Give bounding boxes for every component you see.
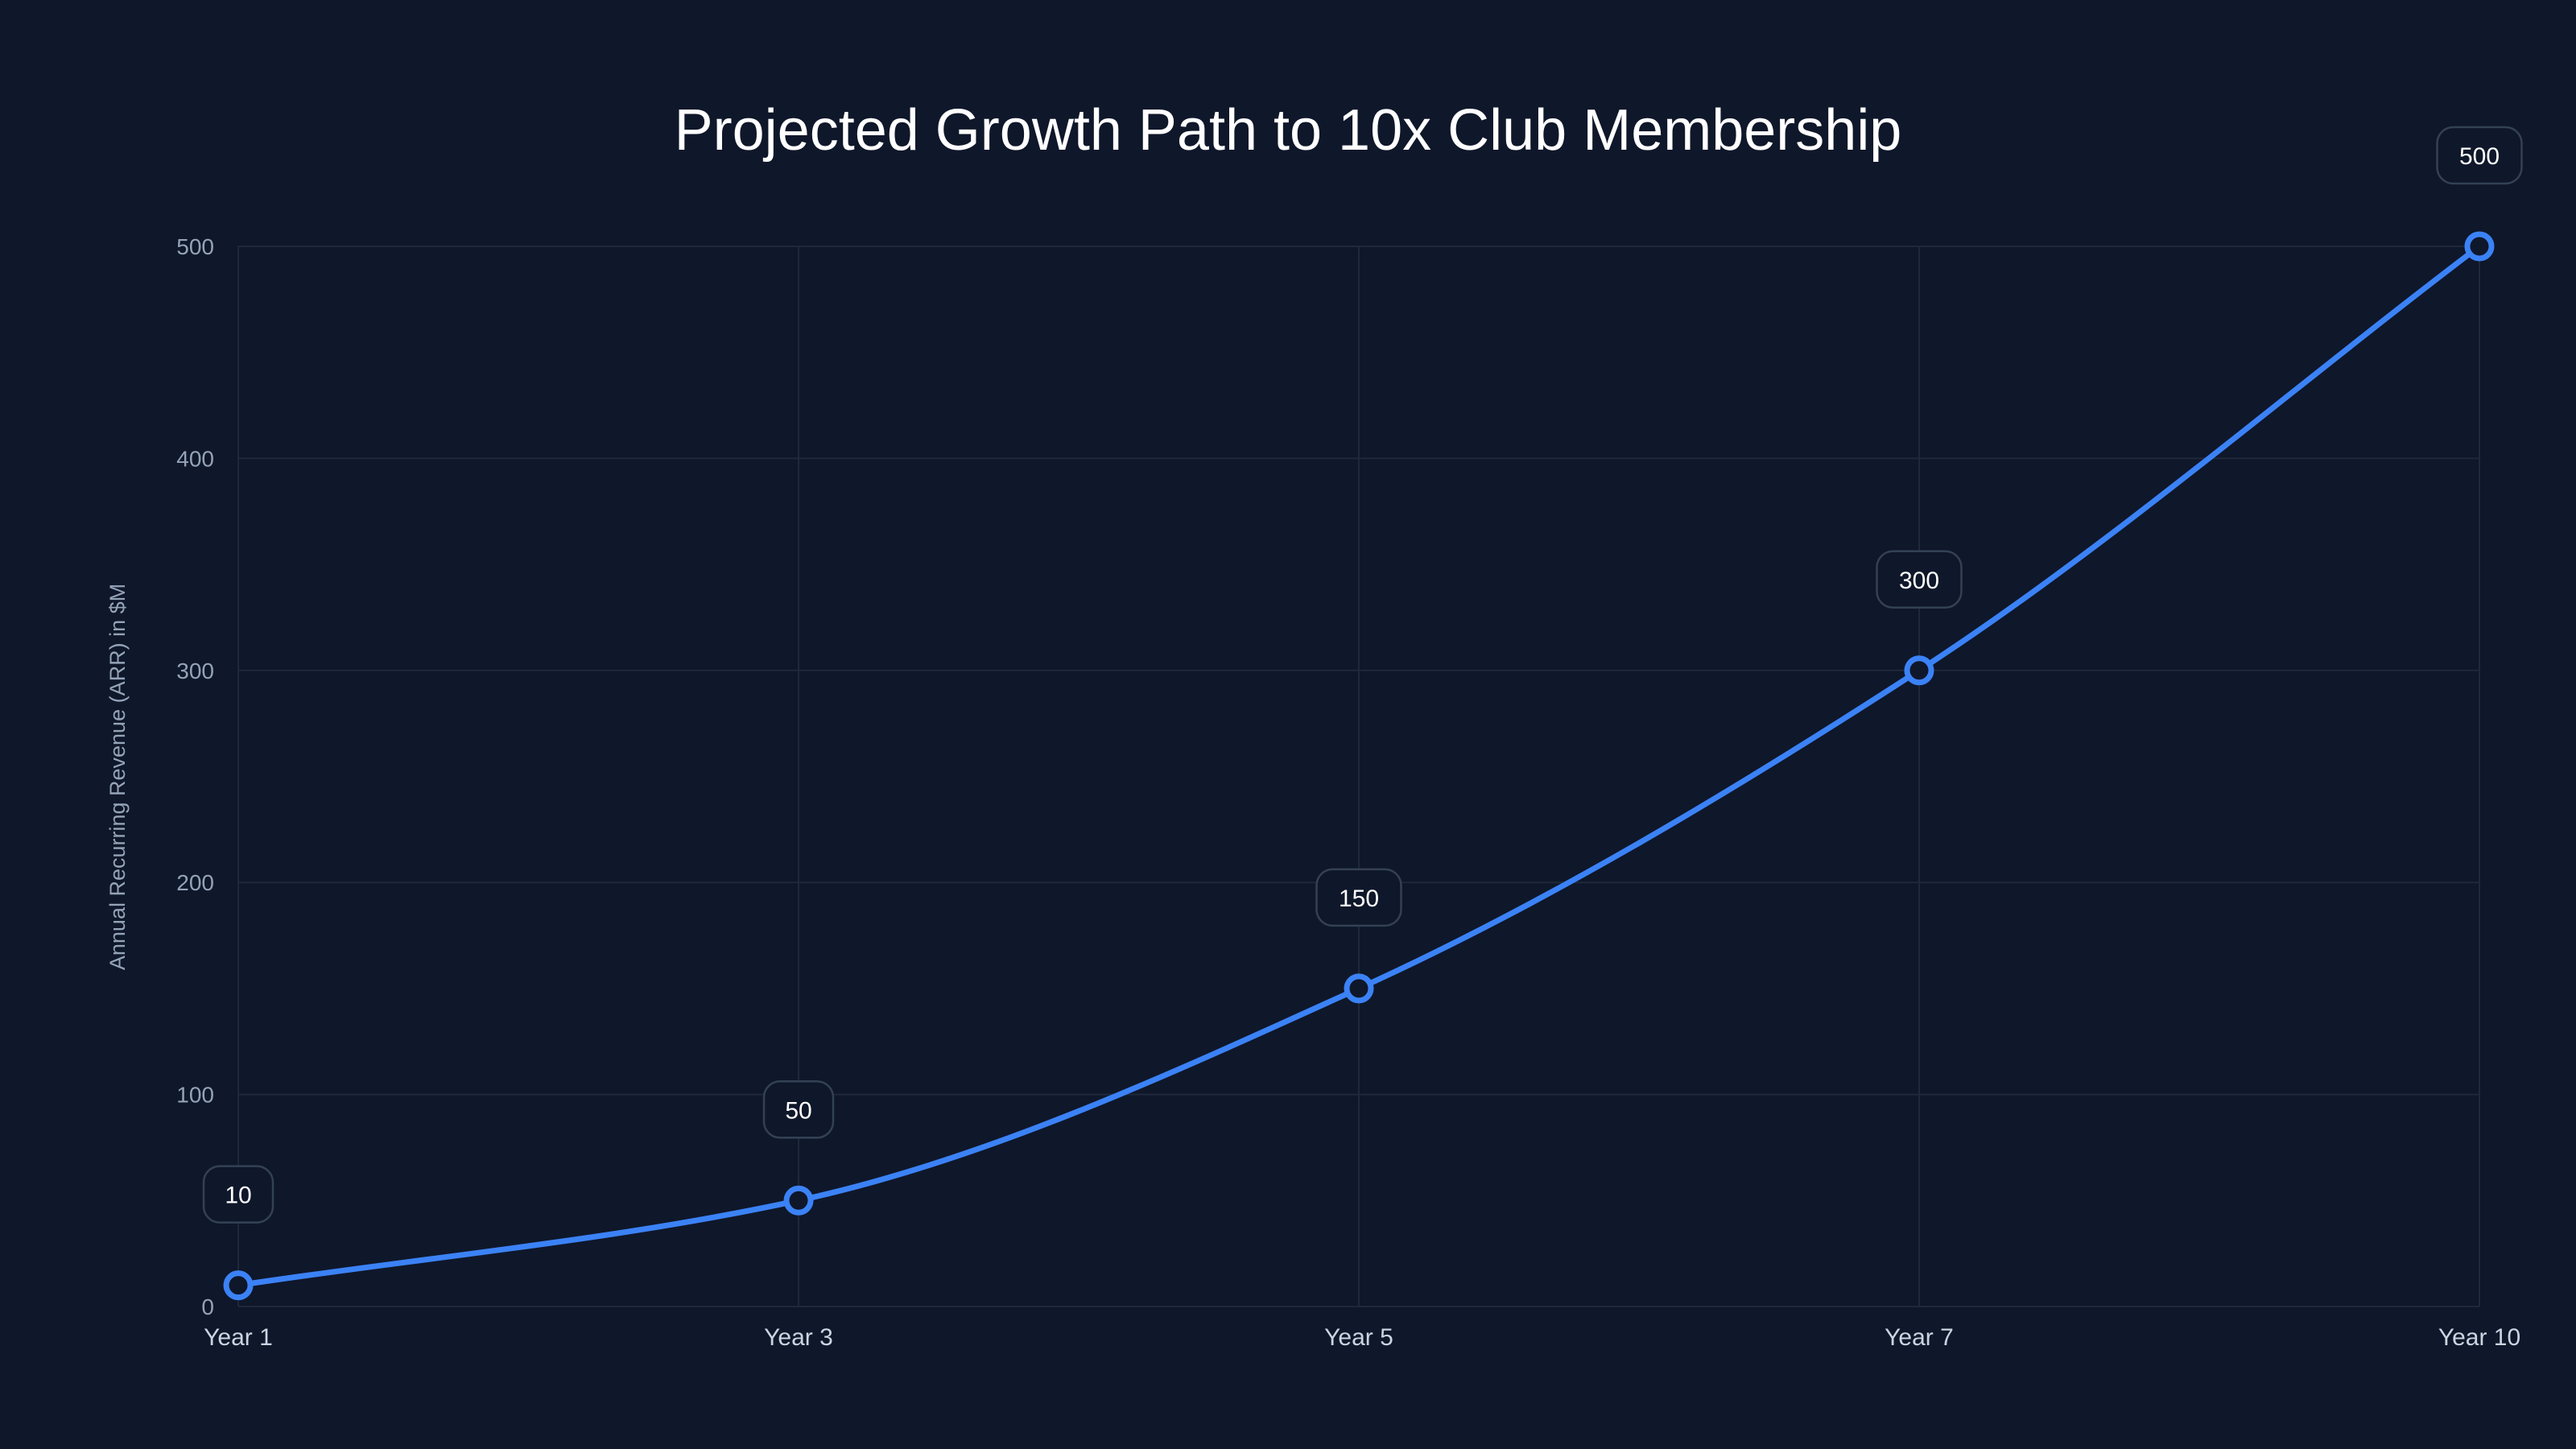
y-tick-label: 0 — [201, 1294, 214, 1319]
data-label-box — [1315, 868, 1402, 927]
x-tick-label: Year 5 — [1324, 1324, 1393, 1351]
y-axis-label: Annual Recurring Revenue (ARR) in $M — [105, 584, 130, 970]
x-tick-label: Year 10 — [2438, 1324, 2520, 1351]
data-label: 50 — [785, 1097, 811, 1124]
data-label-box — [2436, 126, 2523, 185]
data-point — [1344, 973, 1374, 1004]
series-line-arr — [235, 243, 2483, 1289]
y-tick-label: 400 — [176, 446, 214, 471]
data-label-box — [762, 1080, 835, 1139]
data-label-box — [202, 1165, 275, 1224]
y-tick-label: 100 — [176, 1083, 214, 1108]
data-label-box — [1876, 550, 1963, 609]
data-point — [1904, 655, 1934, 686]
data-point — [2464, 231, 2495, 262]
data-label: 300 — [1899, 568, 1939, 594]
data-point — [783, 1185, 814, 1216]
data-point — [223, 1270, 254, 1301]
x-tick-label: Year 1 — [204, 1324, 273, 1351]
data-label: 500 — [2459, 143, 2500, 170]
x-tick-label: Year 7 — [1885, 1324, 1954, 1351]
chart-title: Projected Growth Path to 10x Club Member… — [675, 98, 1902, 163]
data-label: 150 — [1339, 886, 1379, 912]
y-tick-label: 200 — [176, 870, 214, 895]
data-label: 10 — [225, 1183, 251, 1209]
x-tick-label: Year 3 — [764, 1324, 833, 1351]
y-tick-label: 300 — [176, 658, 214, 683]
y-tick-label: 500 — [176, 234, 214, 259]
